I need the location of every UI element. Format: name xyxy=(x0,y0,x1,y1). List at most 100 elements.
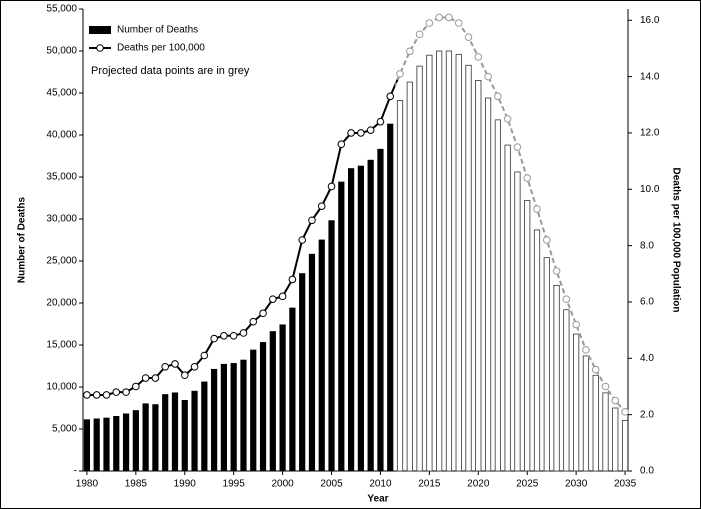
bar xyxy=(484,97,492,472)
bar xyxy=(83,419,91,472)
bar xyxy=(504,144,511,472)
line-point xyxy=(229,331,238,340)
bar xyxy=(299,273,306,472)
line-point xyxy=(180,371,189,380)
line-point xyxy=(357,129,365,137)
bar xyxy=(289,307,296,472)
line-point xyxy=(249,317,258,326)
bar xyxy=(543,257,550,472)
bar xyxy=(142,403,149,472)
line-point xyxy=(83,391,91,399)
bar xyxy=(494,119,501,472)
bar xyxy=(318,239,325,472)
bar xyxy=(171,392,179,472)
y2-tick-label: 14.0 xyxy=(640,71,660,82)
line-point xyxy=(494,92,502,101)
line-point xyxy=(269,295,277,303)
bar xyxy=(553,284,560,472)
line-point xyxy=(278,292,287,301)
line-point xyxy=(591,365,600,374)
line-point xyxy=(288,275,297,284)
bar xyxy=(592,374,599,472)
y-tick-label: 5,000 xyxy=(52,424,77,435)
y2-tick-label: 6.0 xyxy=(640,297,654,308)
annotation: Projected data points are in grey xyxy=(91,65,250,77)
x-tick-label: 2030 xyxy=(565,479,588,490)
bar xyxy=(220,363,227,472)
bar xyxy=(328,220,335,472)
x-tick-label: 2010 xyxy=(369,479,392,490)
line-point xyxy=(552,267,561,275)
bar xyxy=(602,392,609,472)
line-point xyxy=(396,69,404,78)
bar xyxy=(396,100,404,472)
bar xyxy=(367,159,374,472)
bar xyxy=(93,418,100,472)
y2-tick-label: 8.0 xyxy=(640,240,654,251)
line-point xyxy=(210,334,218,343)
line-point xyxy=(200,351,209,360)
line-point xyxy=(484,72,492,81)
y-tick-label: 25,000 xyxy=(46,256,77,267)
bar xyxy=(308,253,316,472)
line-point xyxy=(542,236,551,244)
x-axis-label: Year xyxy=(367,494,388,505)
y2-tick-label: 12.0 xyxy=(640,128,660,139)
x-tick-label: 1990 xyxy=(174,479,197,490)
y2-tick-label: 16.0 xyxy=(640,15,660,26)
y-tick-label: 15,000 xyxy=(46,340,77,351)
bar xyxy=(465,64,472,472)
y2-tick-label: 10.0 xyxy=(640,184,660,195)
bar xyxy=(436,50,443,472)
bar xyxy=(524,200,531,472)
x-tick-label: 2020 xyxy=(467,479,490,490)
line-point xyxy=(474,53,483,61)
bar xyxy=(250,349,257,472)
bar xyxy=(377,148,384,472)
bar xyxy=(563,309,570,472)
line-point xyxy=(239,329,248,337)
bar xyxy=(191,390,198,472)
bar xyxy=(612,407,619,472)
bar xyxy=(162,394,169,472)
bar xyxy=(445,50,453,472)
y2-tick-label: 0.0 xyxy=(640,466,654,477)
x-tick-label: 2005 xyxy=(320,479,343,490)
bar xyxy=(387,123,394,472)
bar xyxy=(426,54,433,472)
line-point xyxy=(406,47,414,56)
bar xyxy=(103,417,110,472)
bar xyxy=(455,53,462,472)
y-tick-label: 35,000 xyxy=(46,172,77,183)
line-point xyxy=(533,205,541,213)
y-tick-label: 55,000 xyxy=(46,4,77,15)
line-point xyxy=(190,362,199,371)
y2-tick-label: 4.0 xyxy=(640,353,654,364)
line-point xyxy=(445,13,453,22)
line-point xyxy=(161,362,169,371)
bar xyxy=(475,80,482,472)
line-point xyxy=(92,391,101,399)
bar xyxy=(279,324,286,472)
line-point xyxy=(141,374,150,382)
x-tick-label: 2000 xyxy=(271,479,294,490)
line-point xyxy=(601,382,610,391)
line-point xyxy=(220,331,228,340)
line-point xyxy=(171,360,179,368)
y2-tick-label: 2.0 xyxy=(640,409,654,420)
y-tick-label: 50,000 xyxy=(46,46,77,57)
line-point xyxy=(337,140,346,149)
line-point xyxy=(151,374,160,382)
line-point xyxy=(317,202,326,210)
x-tick-label: 1980 xyxy=(76,479,99,490)
bar xyxy=(211,368,218,472)
y2-axis-label: Deaths per 100,000 Population xyxy=(670,167,681,312)
bar xyxy=(573,333,580,472)
bar xyxy=(621,420,629,472)
bar xyxy=(181,400,188,472)
bar xyxy=(201,381,208,472)
bar xyxy=(269,331,276,472)
bar xyxy=(132,410,139,472)
legend-swatch xyxy=(89,26,111,34)
bar xyxy=(357,165,364,472)
